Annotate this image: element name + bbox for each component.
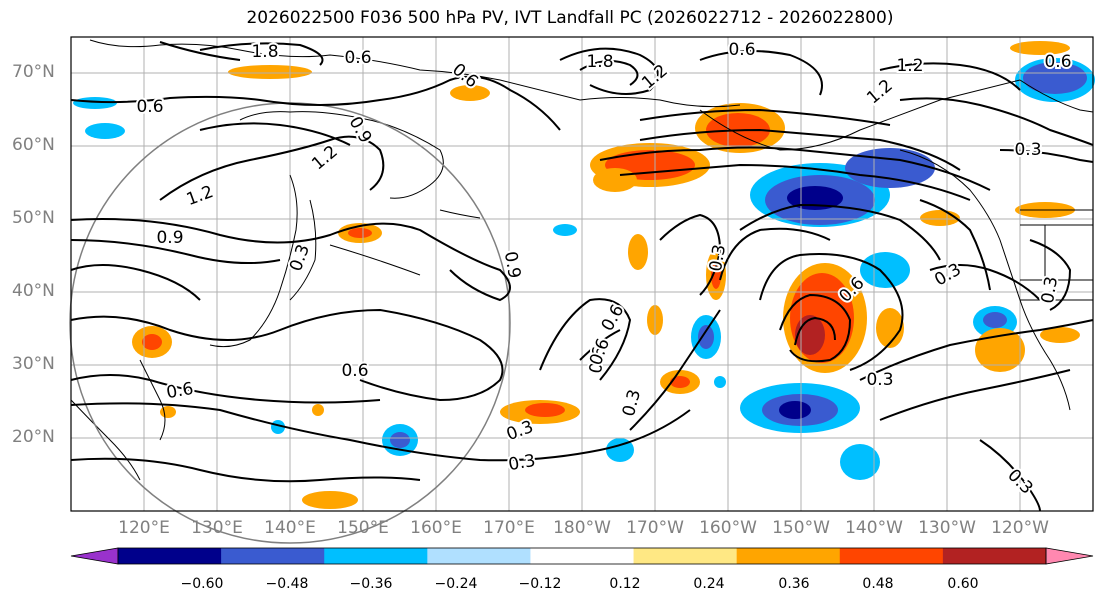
colorbar-tick: −0.12 <box>518 576 562 592</box>
lat-label-50n: 50°N <box>12 208 55 228</box>
colorbar-extend-high <box>1045 547 1094 565</box>
colorbar-bin <box>530 548 635 564</box>
lon-label-170w: 170°W <box>626 518 684 538</box>
colorbar-bin <box>324 548 428 564</box>
positive-shading <box>132 41 1080 509</box>
lon-label-180w: 180°W <box>553 518 611 538</box>
colorbar-tick: 0.36 <box>778 576 810 592</box>
colorbar <box>70 547 1094 565</box>
colorbar-outline <box>117 547 1047 565</box>
lon-label-160w: 160°W <box>699 518 757 538</box>
colorbar-tick: −0.36 <box>349 576 393 592</box>
coastlines <box>70 39 1094 481</box>
colorbar-bin <box>839 548 944 564</box>
contour-label: 0.6 <box>344 48 371 68</box>
contour-label: 0.6 <box>1044 52 1071 72</box>
colorbar-bin <box>118 548 222 564</box>
colorbar-bin <box>942 548 1047 564</box>
colorbar-bin <box>736 548 841 564</box>
lon-label-130e: 130°E <box>191 518 243 538</box>
lon-label-170e: 170°E <box>483 518 535 538</box>
colorbar-tick: 0.12 <box>609 576 641 592</box>
map-title: 2026022500 F036 500 hPa PV, IVT Landfall… <box>246 8 894 28</box>
colorbar-tick: −0.24 <box>434 576 478 592</box>
colorbar-tick: −0.48 <box>265 576 309 592</box>
lon-label-140e: 140°E <box>264 518 316 538</box>
contour-label: 0.3 <box>866 370 893 390</box>
colorbar-tick: 0.24 <box>693 576 725 592</box>
lon-label-140w: 140°W <box>845 518 903 538</box>
contour-label: 0.6 <box>341 361 368 381</box>
colorbar-tick: 0.60 <box>947 576 979 592</box>
colorbar-bin <box>221 548 325 564</box>
graticule <box>71 37 1093 511</box>
colorbar-bin <box>633 548 738 564</box>
lon-label-130w: 130°W <box>918 518 976 538</box>
contour-label: 1.2 <box>896 56 923 76</box>
contour-label: 0.6 <box>136 97 163 117</box>
colorbar-bin <box>427 548 531 564</box>
lon-label-150e: 150°E <box>337 518 389 538</box>
contour-label: 0.3 <box>1014 140 1041 160</box>
lat-label-70n: 70°N <box>12 62 55 82</box>
colorbar-tick: 0.48 <box>862 576 894 592</box>
lat-label-20n: 20°N <box>12 427 55 447</box>
lon-label-160e: 160°E <box>410 518 462 538</box>
lon-label-120e: 120°E <box>118 518 170 538</box>
contour-label: 1.8 <box>586 52 613 72</box>
lat-label-30n: 30°N <box>12 354 55 374</box>
lat-label-40n: 40°N <box>12 281 55 301</box>
contour-label: 0.9 <box>156 228 183 248</box>
contour-label: 0.6 <box>728 40 755 60</box>
colorbar-tick: −0.60 <box>180 576 224 592</box>
lon-label-150w: 150°W <box>772 518 830 538</box>
pv-contours <box>70 41 1094 512</box>
contour-label: 0.6 <box>586 345 610 375</box>
lon-label-120w: 120°W <box>991 518 1049 538</box>
map-border <box>70 36 1094 512</box>
lat-label-60n: 60°N <box>12 135 55 155</box>
colorbar-extend-low <box>70 547 119 565</box>
contour-label: 1.8 <box>251 42 278 62</box>
